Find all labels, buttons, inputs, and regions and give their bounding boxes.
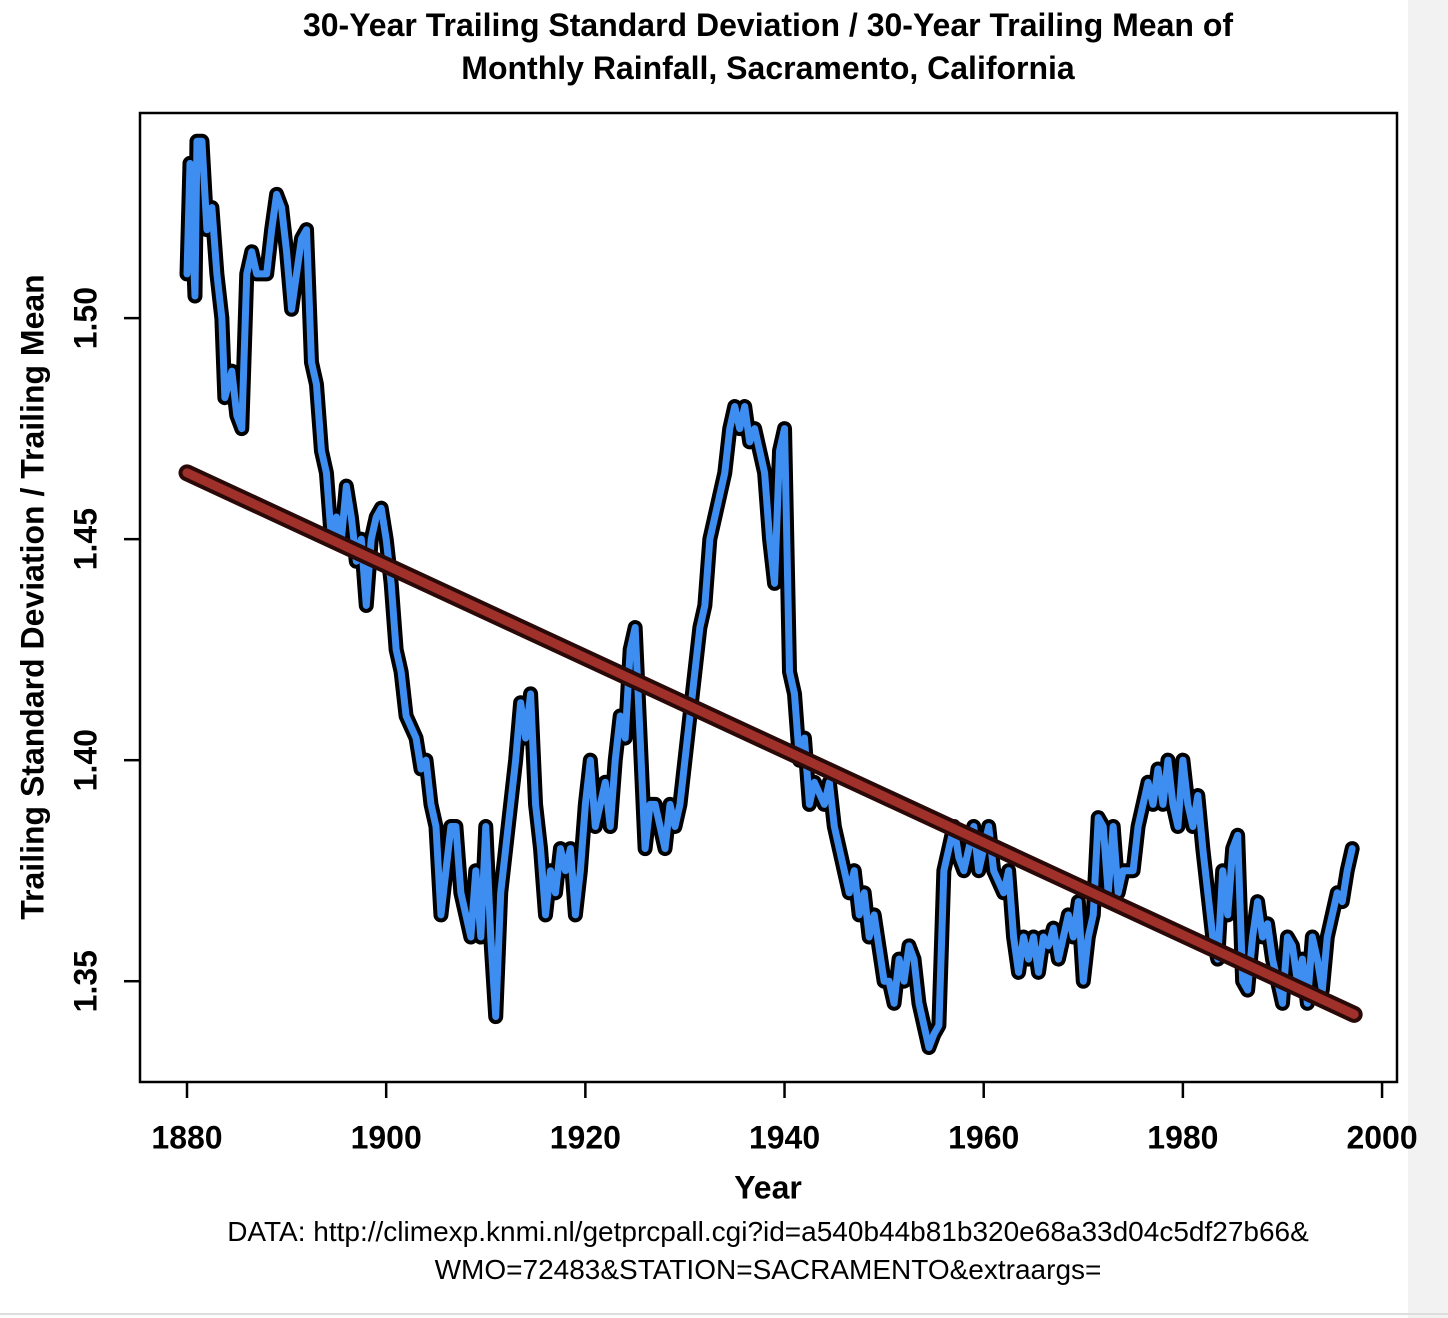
source-note: DATA: http://climexp.knmi.nl/getprcpall.… bbox=[227, 1216, 1309, 1285]
x-tick-label: 1920 bbox=[550, 1119, 621, 1155]
side-strip bbox=[1408, 0, 1448, 1318]
chart-title: 30-Year Trailing Standard Deviation / 30… bbox=[302, 7, 1234, 86]
y-axis-label: Trailing Standard Deviation / Trailing M… bbox=[14, 274, 50, 919]
x-tick-label: 2000 bbox=[1346, 1119, 1417, 1155]
line-outline bbox=[179, 133, 1360, 1056]
y-tick-label: 1.40 bbox=[67, 729, 103, 791]
y-tick-label: 1.35 bbox=[67, 950, 103, 1012]
x-tick-label: 1980 bbox=[1147, 1119, 1218, 1155]
y-tick-label: 1.50 bbox=[67, 287, 103, 349]
x-tick-label: 1880 bbox=[151, 1119, 222, 1155]
line bbox=[182, 468, 1359, 1019]
x-tick-label: 1960 bbox=[948, 1119, 1019, 1155]
x-tick-label: 1900 bbox=[351, 1119, 422, 1155]
x-tick-label: 1940 bbox=[749, 1119, 820, 1155]
x-axis-label: Year bbox=[734, 1169, 802, 1205]
y-tick-label: 1.45 bbox=[67, 508, 103, 570]
line bbox=[183, 137, 1356, 1052]
plot-frame bbox=[138, 111, 1399, 1084]
